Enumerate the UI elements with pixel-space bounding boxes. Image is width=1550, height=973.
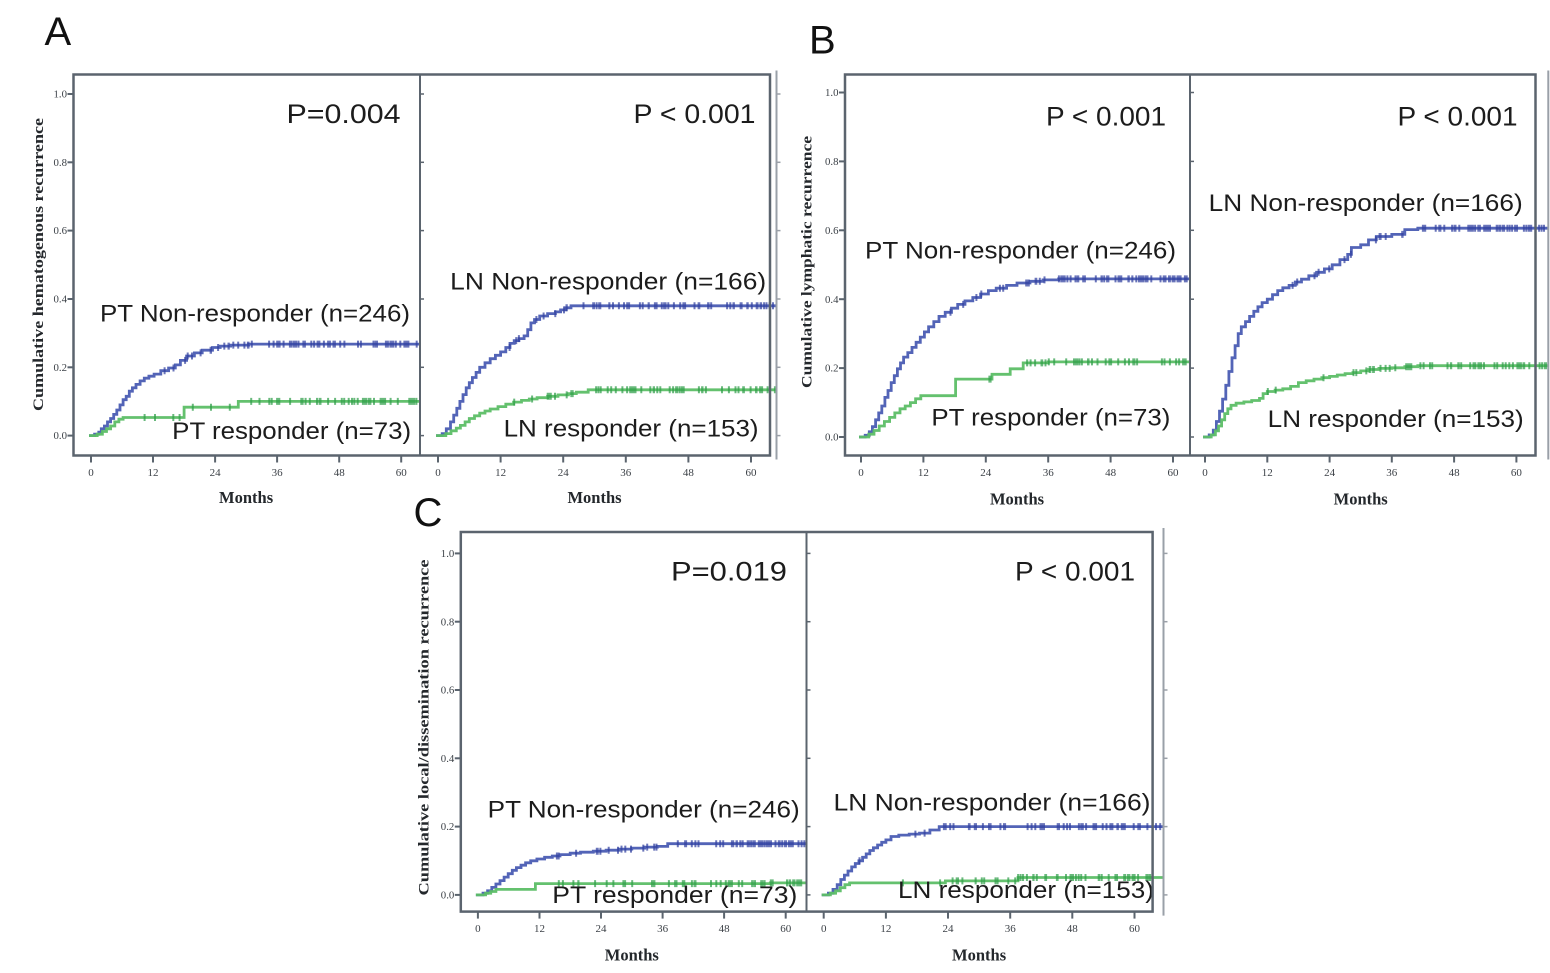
svg-text:0.6: 0.6 xyxy=(54,225,68,237)
svg-text:0: 0 xyxy=(821,923,827,935)
svg-text:60: 60 xyxy=(746,467,758,479)
svg-text:36: 36 xyxy=(1043,467,1055,479)
svg-text:0.4: 0.4 xyxy=(825,294,839,306)
svg-text:PT responder (n=73): PT responder (n=73) xyxy=(931,405,1170,432)
svg-text:Months: Months xyxy=(1334,490,1389,509)
svg-text:A: A xyxy=(45,10,72,54)
svg-text:0: 0 xyxy=(435,467,441,479)
svg-text:36: 36 xyxy=(1005,923,1017,935)
svg-text:Months: Months xyxy=(605,946,660,965)
svg-text:PT Non-responder (n=246): PT Non-responder (n=246) xyxy=(865,238,1176,265)
svg-text:48: 48 xyxy=(683,467,695,479)
svg-text:0.2: 0.2 xyxy=(54,362,68,374)
svg-text:0.2: 0.2 xyxy=(441,821,455,833)
svg-text:Months: Months xyxy=(219,488,274,507)
svg-text:P < 0.001: P < 0.001 xyxy=(634,99,756,129)
svg-text:Months: Months xyxy=(567,488,622,507)
svg-text:12: 12 xyxy=(148,467,159,479)
svg-text:LN responder (n=153): LN responder (n=153) xyxy=(1268,406,1524,433)
svg-text:PT responder (n=73): PT responder (n=73) xyxy=(172,418,411,445)
svg-text:0: 0 xyxy=(858,467,864,479)
svg-text:60: 60 xyxy=(1168,467,1180,479)
svg-text:Cumulative local/dissemination: Cumulative local/dissemination recurrenc… xyxy=(416,559,432,895)
svg-text:12: 12 xyxy=(918,467,929,479)
svg-text:24: 24 xyxy=(980,467,992,479)
svg-text:PT responder (n=73): PT responder (n=73) xyxy=(552,882,797,909)
svg-text:0.0: 0.0 xyxy=(441,890,455,902)
svg-text:48: 48 xyxy=(1067,923,1079,935)
svg-text:36: 36 xyxy=(657,923,669,935)
svg-text:0.0: 0.0 xyxy=(54,430,68,442)
svg-text:1.0: 1.0 xyxy=(54,89,68,101)
svg-text:24: 24 xyxy=(943,923,955,935)
svg-text:PT Non-responder (n=246): PT Non-responder (n=246) xyxy=(488,797,800,824)
svg-text:1.0: 1.0 xyxy=(441,548,455,560)
svg-text:24: 24 xyxy=(596,923,608,935)
svg-text:LN Non-responder (n=166): LN Non-responder (n=166) xyxy=(834,789,1151,816)
svg-text:12: 12 xyxy=(495,467,506,479)
svg-text:36: 36 xyxy=(272,467,284,479)
svg-text:36: 36 xyxy=(620,467,632,479)
svg-text:0.8: 0.8 xyxy=(54,157,68,169)
svg-text:0.6: 0.6 xyxy=(441,685,455,697)
svg-text:LN Non-responder (n=166): LN Non-responder (n=166) xyxy=(450,269,766,296)
svg-text:48: 48 xyxy=(334,467,346,479)
svg-text:LN Non-responder (n=166): LN Non-responder (n=166) xyxy=(1209,190,1523,217)
svg-text:48: 48 xyxy=(1449,467,1461,479)
svg-text:0.8: 0.8 xyxy=(825,156,839,168)
svg-text:36: 36 xyxy=(1386,467,1398,479)
svg-text:60: 60 xyxy=(780,923,792,935)
svg-text:24: 24 xyxy=(558,467,570,479)
svg-text:P < 0.001: P < 0.001 xyxy=(1046,102,1166,132)
svg-text:0.8: 0.8 xyxy=(441,616,455,628)
svg-text:0.0: 0.0 xyxy=(825,432,839,444)
svg-text:C: C xyxy=(414,491,443,535)
svg-text:Months: Months xyxy=(990,490,1045,509)
svg-text:0.4: 0.4 xyxy=(54,294,68,306)
svg-text:PT Non-responder (n=246): PT Non-responder (n=246) xyxy=(100,301,410,328)
svg-text:Cumulative lymphatic recurrenc: Cumulative lymphatic recurrence xyxy=(800,136,816,388)
svg-text:12: 12 xyxy=(534,923,545,935)
svg-text:0: 0 xyxy=(88,467,94,479)
svg-text:B: B xyxy=(809,19,836,63)
svg-text:48: 48 xyxy=(719,923,731,935)
svg-text:60: 60 xyxy=(1129,923,1141,935)
svg-text:60: 60 xyxy=(396,467,408,479)
svg-text:12: 12 xyxy=(1262,467,1273,479)
svg-text:LN responder (n=153): LN responder (n=153) xyxy=(898,877,1154,904)
svg-text:Months: Months xyxy=(952,946,1007,965)
svg-text:0: 0 xyxy=(475,923,481,935)
svg-text:0.2: 0.2 xyxy=(825,363,839,375)
svg-text:60: 60 xyxy=(1511,467,1523,479)
svg-text:P=0.004: P=0.004 xyxy=(287,99,401,129)
svg-text:LN responder (n=153): LN responder (n=153) xyxy=(504,416,759,443)
svg-text:1.0: 1.0 xyxy=(825,87,839,99)
svg-text:Cumulative hematogenous recurr: Cumulative hematogenous recurrence xyxy=(31,118,47,411)
svg-text:P < 0.001: P < 0.001 xyxy=(1398,102,1518,132)
svg-text:12: 12 xyxy=(880,923,891,935)
svg-text:24: 24 xyxy=(210,467,222,479)
svg-text:0: 0 xyxy=(1202,467,1208,479)
svg-text:0.6: 0.6 xyxy=(825,225,839,237)
svg-text:P=0.019: P=0.019 xyxy=(671,557,787,587)
svg-text:48: 48 xyxy=(1105,467,1117,479)
svg-text:P < 0.001: P < 0.001 xyxy=(1015,557,1135,587)
svg-text:24: 24 xyxy=(1324,467,1336,479)
svg-text:0.4: 0.4 xyxy=(441,753,455,765)
